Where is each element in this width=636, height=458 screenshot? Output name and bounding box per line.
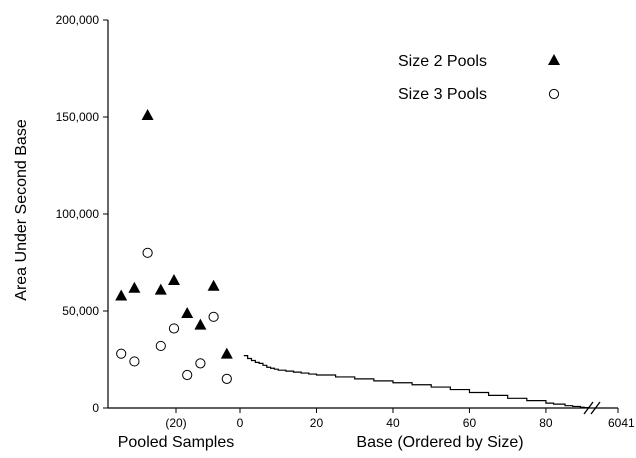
circle-point — [182, 369, 193, 381]
y-ticks: 0 50,000 100,000 150,000 200,000 — [56, 13, 108, 415]
legend-circle-marker — [548, 88, 560, 100]
circle-point — [208, 311, 219, 322]
triangle-point — [115, 289, 128, 301]
series-size-3-pools — [116, 247, 232, 384]
circle-point — [129, 356, 140, 367]
x-tick-label: 0 — [237, 416, 244, 430]
legend-triangle-marker — [548, 54, 560, 65]
y-tick-label: 50,000 — [62, 304, 99, 318]
triangle-point — [207, 279, 220, 291]
pooled-samples-label: Pooled Samples — [118, 434, 235, 451]
y-tick-label: 0 — [92, 401, 99, 415]
triangle-point — [181, 306, 194, 318]
y-tick-label: 150,000 — [56, 110, 100, 124]
triangle-point — [220, 347, 233, 359]
x-tick-label: 80 — [539, 416, 553, 430]
y-axis-title: Area Under Second Base — [13, 119, 30, 301]
x-ticks: 0 20 40 60 80 — [175, 408, 619, 430]
series-size-2-pools — [115, 109, 233, 359]
y-tick-label: 200,000 — [56, 13, 100, 27]
base-axis-title: Base (Ordered by Size) — [356, 434, 523, 451]
base-size-curve — [243, 355, 589, 409]
circle-point — [155, 340, 166, 352]
triangle-point — [154, 283, 167, 295]
triangle-point — [128, 281, 141, 293]
circle-point — [221, 373, 232, 384]
triangle-point — [141, 109, 154, 121]
legend: Size 2 Pools Size 3 Pools — [398, 53, 560, 103]
circle-point — [195, 358, 206, 369]
circle-point — [142, 247, 153, 258]
triangle-point — [168, 273, 180, 285]
x-tick-label: 40 — [386, 416, 400, 430]
y-tick-label: 100,000 — [56, 207, 100, 221]
x-tick-label: 60 — [463, 416, 477, 430]
legend-label-size-3: Size 3 Pools — [398, 86, 487, 103]
circle-point — [116, 348, 127, 359]
x-tick-label: 20 — [310, 416, 324, 430]
pooled-tick-label: (20) — [165, 416, 186, 430]
x-axis-end-label: 6041 — [608, 416, 635, 430]
circle-point — [168, 323, 180, 334]
triangle-point — [194, 318, 207, 330]
legend-label-size-2: Size 2 Pools — [398, 53, 487, 70]
